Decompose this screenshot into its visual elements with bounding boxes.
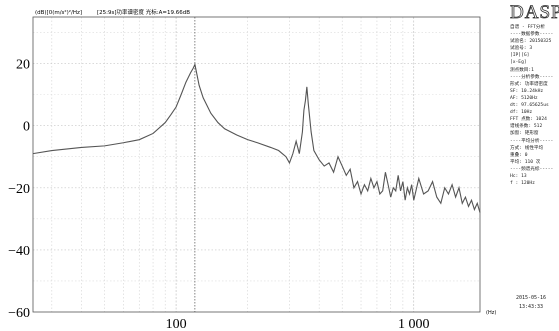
panel-line: ----平均分析----- <box>510 138 554 144</box>
date-label: 2015-05-16 <box>515 295 547 301</box>
y-unit-label: (dB)[0(m/s²)²/Hz] <box>35 9 82 16</box>
panel-line: dt: 97.65625us <box>510 103 549 109</box>
parameter-panel: 自谱 - FFT分析 ----数据参数----- 试验名: 20150325 试验号:… <box>510 24 559 187</box>
y-tick-label: −40 <box>8 244 30 259</box>
psd-series-line <box>32 62 481 213</box>
panel-line: ----分析参数----- <box>510 74 554 80</box>
time-label: 13:43:33 <box>518 304 544 310</box>
x-tick-label: 1 000 <box>398 317 430 331</box>
panel-line: 自谱 - FFT分析 <box>510 25 545 30</box>
panel-line: df: 10Hz <box>510 110 533 116</box>
panel-line: 测点数目:1 <box>510 67 534 73</box>
panel-line: 加窗: 矩形窗 <box>510 131 539 137</box>
x-unit-label: (Hz) <box>486 310 496 316</box>
panel-line: AF: 5120Hz <box>510 95 538 101</box>
panel-line: ----数据参数----- <box>510 32 554 38</box>
dasp-logo: DASP <box>510 2 559 24</box>
panel-line: FFT 点数: 1024 <box>510 117 547 123</box>
y-tick-labels: 20 0 −20 −40 −60 <box>8 58 30 321</box>
panel-line: 形式: 功率谱密度 <box>510 81 548 87</box>
x-tick-label: 100 <box>166 317 187 331</box>
plot-frame <box>32 16 481 313</box>
timestamp: 2015-05-16 13:43:33 <box>506 294 556 312</box>
y-tick-label: 20 <box>16 58 30 73</box>
y-tick-label: −60 <box>8 306 30 321</box>
panel-line: SF: 10.24kHz <box>510 88 544 94</box>
panel-line: f : 120Hz <box>510 181 535 187</box>
panel-line: [x-Eg] <box>510 60 527 66</box>
panel-line: 方式: 线性平均 <box>510 145 544 151</box>
y-tick-label: −20 <box>8 182 30 197</box>
panel-line: 试验名: 20150325 <box>510 39 552 45</box>
panel-line: 谱线条数: 512 <box>510 124 543 130</box>
panel-line: 试验号: 3 <box>510 46 533 52</box>
panel-line: 重叠: 0 <box>510 152 528 158</box>
panel-line: Hc: 13 <box>510 173 527 179</box>
cursor-readout: [25:9s]功率谱密度 光标:A=19.66dB <box>97 8 190 16</box>
x-tick-labels: 100 1 000 <box>166 317 430 331</box>
plot-border <box>32 16 481 313</box>
y-tick-label: 0 <box>23 120 30 135</box>
grid <box>33 17 480 312</box>
panel-line: ----频谱光标----- <box>510 166 554 172</box>
panel-line: [IP][G] <box>510 53 530 59</box>
panel-line: 平均: 110 次 <box>510 159 541 165</box>
